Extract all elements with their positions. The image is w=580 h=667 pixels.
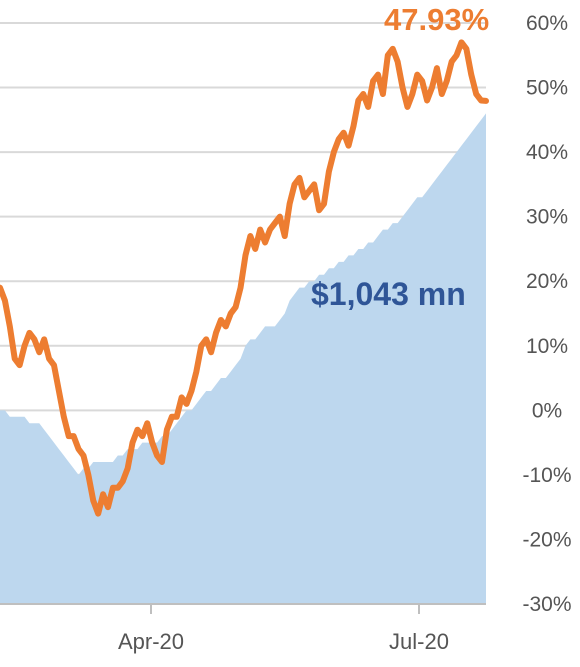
- y-tick-label: -10%: [522, 464, 571, 487]
- series-area: [0, 113, 486, 604]
- area-value-label: $1,043 mn: [311, 276, 466, 312]
- y-tick-label: -30%: [522, 593, 571, 616]
- x-tick-label: Jul-20: [389, 629, 449, 654]
- y-tick-label: 50%: [526, 77, 568, 100]
- y-tick-label: 0%: [532, 399, 562, 422]
- y-tick-label: 20%: [526, 270, 568, 293]
- x-tick-label: Apr-20: [118, 629, 184, 654]
- y-tick-label: 30%: [526, 206, 568, 229]
- line-end-value-label: 47.93%: [384, 2, 489, 37]
- y-tick-label: 40%: [526, 141, 568, 164]
- y-tick-label: -20%: [522, 528, 571, 551]
- series-line: [0, 39, 489, 517]
- y-tick-label: 60%: [526, 12, 568, 35]
- y-tick-label: 10%: [526, 335, 568, 358]
